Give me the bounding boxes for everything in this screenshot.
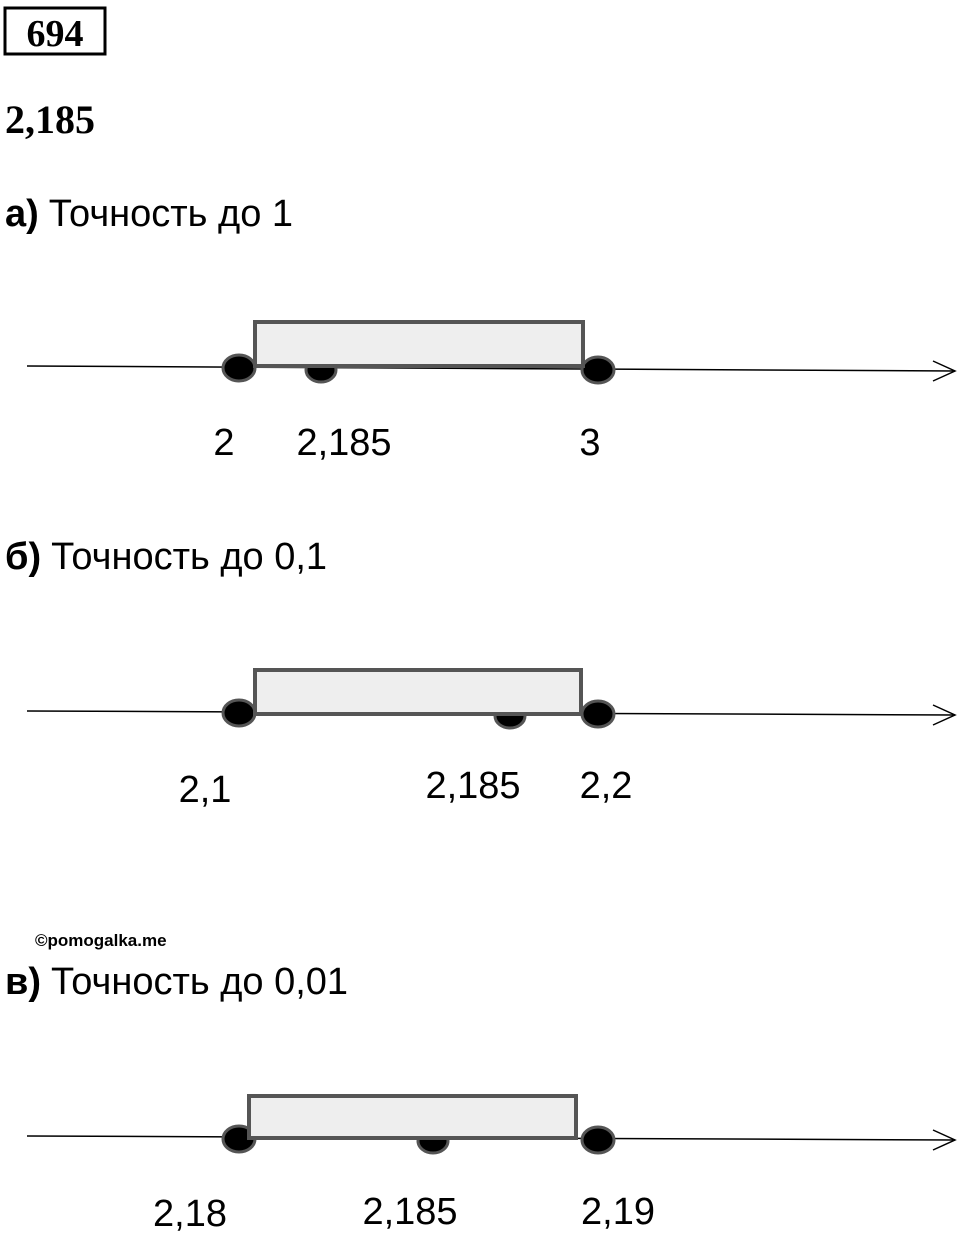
part-letter: в): [5, 961, 41, 1003]
point-label: 2,18: [153, 1193, 227, 1235]
part-title: в) Точность до 0,01: [5, 961, 348, 1003]
arrow: [932, 1129, 957, 1151]
number-line: [26, 668, 957, 730]
part-text: Точность до 0,01: [51, 961, 348, 1003]
point-label: 3: [579, 422, 600, 464]
interval-box: [247, 1094, 578, 1140]
arrow: [932, 704, 957, 726]
point: [580, 699, 616, 729]
part-title: а) Точность до 1: [5, 193, 293, 235]
point-label: 2,185: [362, 1191, 457, 1233]
point-label: 2,185: [296, 422, 391, 464]
problem-number: 694: [27, 13, 84, 55]
point: [221, 353, 257, 383]
part-letter: б): [5, 536, 41, 578]
point-label: 2,1: [179, 769, 232, 811]
point-label: 2,19: [581, 1191, 655, 1233]
number-line: [26, 1094, 957, 1155]
point-label: 2,185: [425, 765, 520, 807]
part-text: Точность до 1: [49, 193, 293, 235]
point: [580, 1125, 616, 1155]
number-box: [3, 6, 107, 56]
part-text: Точность до 0,1: [51, 536, 327, 578]
number-line: [26, 320, 957, 385]
arrow: [932, 360, 957, 382]
part-letter: а): [5, 193, 39, 235]
point-label: 2: [213, 422, 234, 464]
point-label: 2,2: [580, 765, 633, 807]
interval-box: [253, 668, 583, 716]
problem-value: 2,185: [5, 97, 95, 142]
point: [221, 698, 257, 728]
point: [580, 355, 616, 385]
part-title: б) Точность до 0,1: [5, 536, 327, 578]
watermark: ©pomogalka.me: [35, 931, 167, 950]
interval-box: [253, 320, 585, 368]
axis-line: [26, 365, 956, 372]
